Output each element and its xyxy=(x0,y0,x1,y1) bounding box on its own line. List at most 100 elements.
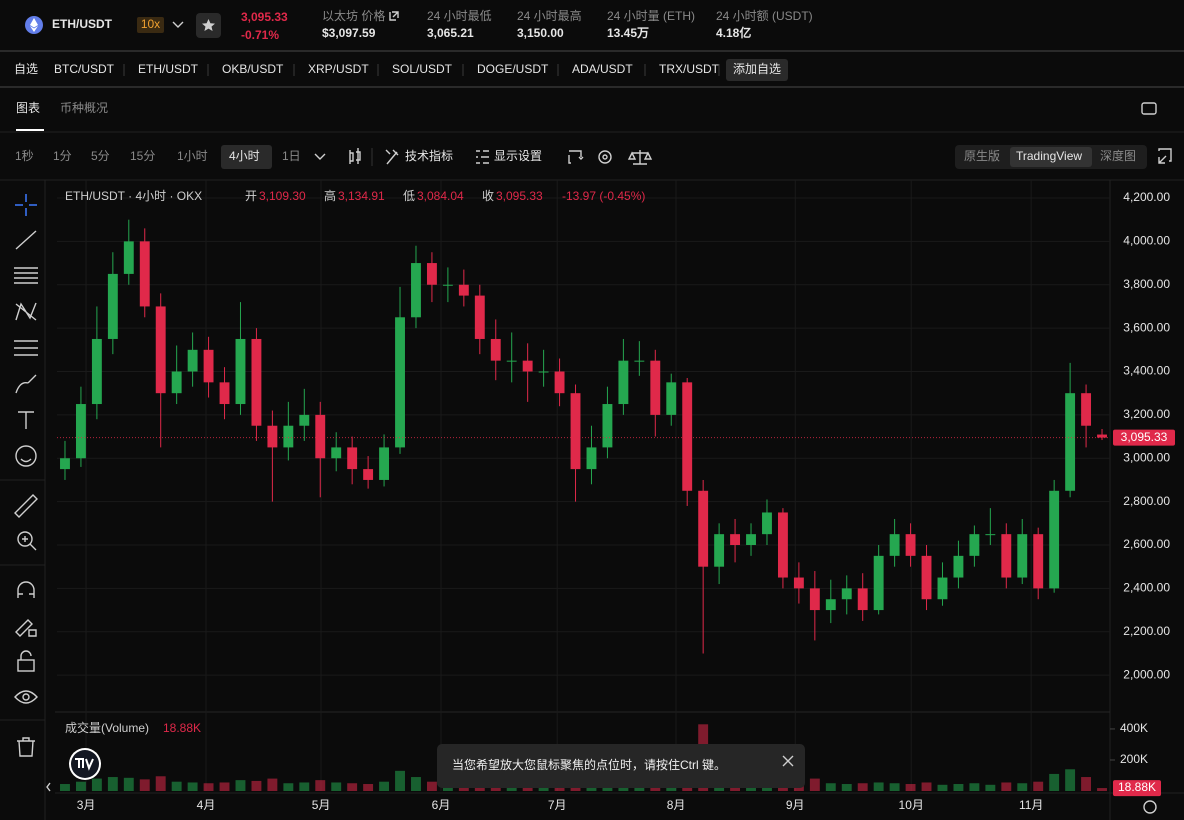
line-tool[interactable] xyxy=(15,230,37,250)
volume-bar xyxy=(267,778,278,791)
eye-pupil xyxy=(22,693,30,701)
interval[interactable]: 15分 xyxy=(130,149,155,163)
view-option[interactable]: TradingView xyxy=(1016,149,1082,163)
candle-body xyxy=(474,295,485,339)
stat-label: 24 小时最高 xyxy=(517,8,582,23)
favorite-item[interactable]: SOL/USDT xyxy=(392,62,453,76)
interval[interactable]: 4小时 xyxy=(229,149,260,163)
stat-value: $3,097.59 xyxy=(322,26,376,40)
candle-body xyxy=(953,555,964,578)
tool-button[interactable]: 显示设置 xyxy=(494,149,542,163)
lock-shackle xyxy=(20,650,32,660)
volume-bar xyxy=(921,782,932,791)
leverage[interactable]: 10x xyxy=(141,17,160,31)
volume-bar xyxy=(251,780,262,791)
candle-body xyxy=(107,273,118,339)
interval[interactable]: 1小时 xyxy=(177,149,208,163)
tradingview-mark xyxy=(75,758,94,771)
brush-tool[interactable] xyxy=(15,374,37,394)
compare-icon[interactable] xyxy=(627,150,653,165)
candle-body xyxy=(1001,534,1012,578)
x-tick-label: 11月 xyxy=(1019,798,1043,812)
candle-body xyxy=(873,555,884,611)
volume-bar xyxy=(937,784,948,791)
tool-button[interactable]: 技术指标 xyxy=(405,148,453,163)
tab[interactable]: 图表 xyxy=(16,101,40,115)
text-tool[interactable] xyxy=(18,411,34,429)
volume-bar xyxy=(379,781,390,791)
tab[interactable]: 币种概况 xyxy=(60,101,108,115)
magnet-tool[interactable] xyxy=(17,581,35,598)
favorite-item[interactable]: BTC/USDT xyxy=(54,62,115,76)
add-favorite[interactable]: 添加自选 xyxy=(733,62,781,76)
y-tick-label: 3,600.00 xyxy=(1123,320,1170,334)
volume-bar xyxy=(283,783,294,791)
view-option[interactable]: 深度图 xyxy=(1100,148,1136,163)
projection-tool[interactable] xyxy=(14,340,38,356)
layout-icon[interactable] xyxy=(1141,102,1157,115)
chart-toolbar: 1秒 1分 5分 15分 1小时 4小时 1日 技术指标 显示设置 原生版 TradingView 深… xyxy=(15,145,1172,169)
indicator-icon[interactable] xyxy=(385,149,399,165)
ohlc-value: 3,095.33 xyxy=(496,189,543,203)
chart-legend-title: ETH/USDT · 4小时 · OKX xyxy=(65,189,202,203)
add-favorite-bg xyxy=(726,59,788,81)
favorite-item[interactable]: XRP/USDT xyxy=(308,62,369,76)
tab-indicator xyxy=(16,129,44,131)
ruler-tool[interactable] xyxy=(14,494,38,518)
y-tick-label: 2,000.00 xyxy=(1123,667,1170,681)
interval-dropdown[interactable] xyxy=(314,153,326,160)
volume-bar xyxy=(1033,781,1044,791)
axis-settings[interactable] xyxy=(1143,800,1157,814)
favorite-item[interactable]: ADA/USDT xyxy=(572,62,633,76)
interval[interactable]: 1日 xyxy=(282,149,301,163)
candle-type-icon[interactable] xyxy=(349,148,361,164)
y-tick-label: 3,400.00 xyxy=(1123,364,1170,378)
candle-body xyxy=(1081,393,1092,426)
pair-dropdown[interactable] xyxy=(172,21,184,28)
candle-body xyxy=(538,371,549,373)
lock-drawing-tool[interactable] xyxy=(15,619,37,637)
crosshair-tool[interactable] xyxy=(15,194,37,216)
candle-body xyxy=(235,338,246,405)
view-option[interactable]: 原生版 xyxy=(964,149,1000,163)
emoji-tool[interactable] xyxy=(15,445,37,467)
candle-body xyxy=(458,284,469,296)
candle-body xyxy=(554,371,565,394)
favorite-item[interactable]: 自选 xyxy=(14,62,38,76)
replay-icon[interactable] xyxy=(568,150,584,164)
volume-bar xyxy=(299,782,310,791)
toast-close[interactable] xyxy=(782,755,794,767)
volume-bar xyxy=(1097,788,1107,791)
favorite-item[interactable]: ETH/USDT xyxy=(138,62,199,76)
lock-tool[interactable] xyxy=(17,659,35,672)
ohlc-label: 高 xyxy=(324,188,336,203)
favorite-item[interactable]: OKB/USDT xyxy=(222,62,284,76)
candle-body xyxy=(793,577,804,589)
interval[interactable]: 1分 xyxy=(53,149,72,163)
candle-body xyxy=(570,393,581,470)
volume-tag xyxy=(1113,780,1161,797)
delete-tool[interactable] xyxy=(17,737,35,757)
interval[interactable]: 1秒 xyxy=(15,149,34,163)
pair[interactable]: ETH/USDT xyxy=(52,17,113,31)
volume-bar xyxy=(139,779,150,791)
candle-body xyxy=(634,360,645,362)
settings-icon[interactable] xyxy=(598,150,612,164)
volume-value: 18.88K xyxy=(163,721,201,735)
fullscreen-icon[interactable] xyxy=(1158,148,1172,164)
display-icon[interactable] xyxy=(476,150,489,164)
favorite-item[interactable]: TRX/USDT xyxy=(659,62,720,76)
visibility-tool[interactable] xyxy=(14,690,38,704)
zoom-tool[interactable] xyxy=(17,531,33,547)
ohlc-label: 收 xyxy=(482,189,494,203)
external-link-icon[interactable] xyxy=(389,11,399,21)
pattern-tool[interactable] xyxy=(15,302,37,321)
volume-bar xyxy=(107,777,118,791)
fib-tool[interactable] xyxy=(14,267,38,284)
scroll-left[interactable] xyxy=(46,782,51,792)
favorite-item[interactable]: DOGE/USDT xyxy=(477,62,549,76)
candle-body xyxy=(937,577,948,600)
y-tick-label: 4,200.00 xyxy=(1123,190,1170,204)
interval[interactable]: 5分 xyxy=(91,149,110,163)
